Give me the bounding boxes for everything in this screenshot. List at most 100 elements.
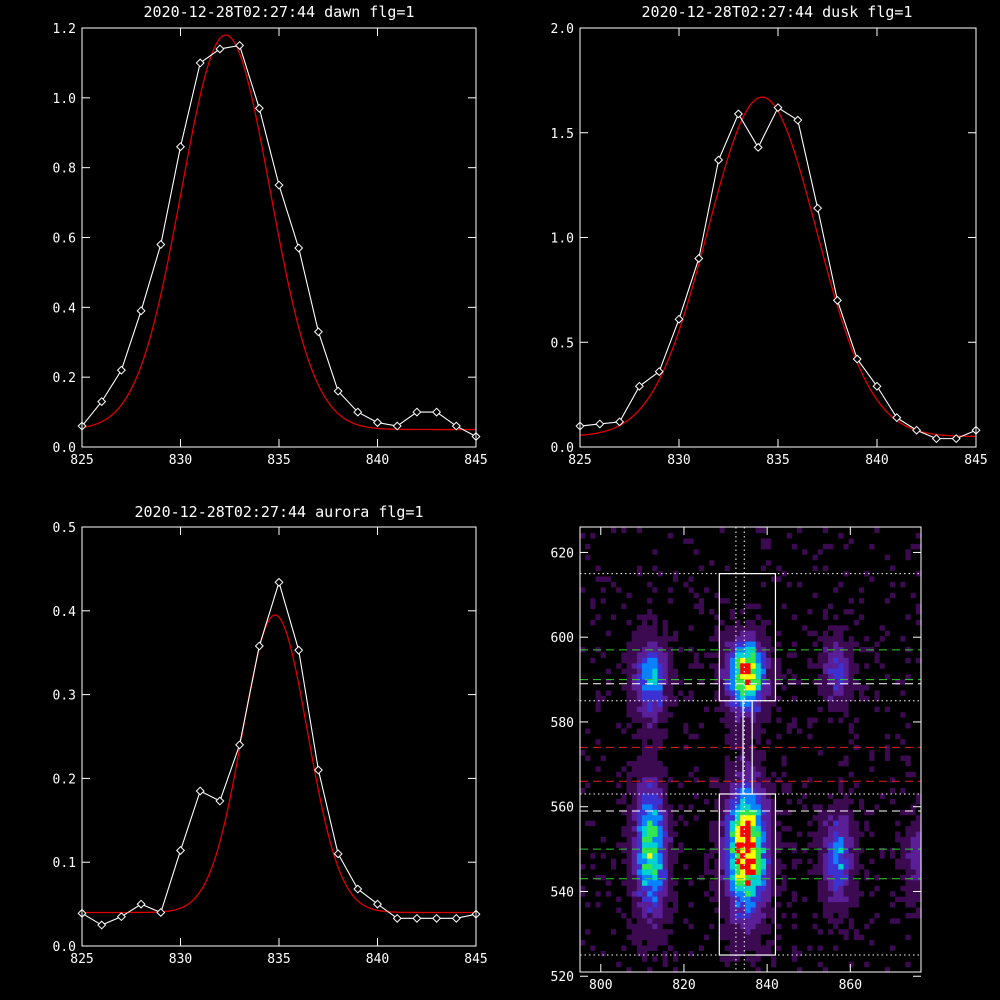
data-point-marker <box>156 907 166 917</box>
y-tick-label: 0.4 <box>53 605 77 620</box>
y-tick-label: 0.2 <box>53 371 76 386</box>
data-point-marker <box>372 899 383 909</box>
y-tick-label: 0.3 <box>53 689 76 704</box>
data-point-marker <box>615 417 625 427</box>
data-point-marker <box>333 386 343 396</box>
y-tick-label: 580 <box>551 716 574 731</box>
y-tick-label: 0.6 <box>53 232 76 247</box>
y-tick-label: 0.0 <box>551 441 574 456</box>
dusk-profile-plot: 2020-12-28T02:27:44 dusk flg=1 825 830 835… <box>551 3 988 468</box>
data-point-marker <box>451 913 461 923</box>
data-point-marker <box>892 413 902 423</box>
plot-frame <box>81 27 477 448</box>
y-tick-label: 0.1 <box>53 856 76 871</box>
x-tick-label: 840 <box>865 453 888 468</box>
data-point-marker <box>634 381 644 391</box>
data-point-marker <box>773 103 783 113</box>
data-point-marker <box>116 912 126 922</box>
data-point-marker <box>912 425 922 435</box>
y-tick-label: 1.0 <box>53 92 76 107</box>
chart-title: 2020-12-28T02:27:44 aurora flg=1 <box>135 503 424 521</box>
data-point-marker <box>195 786 205 796</box>
x-tick-label: 825 <box>568 453 591 468</box>
data-point-marker <box>235 740 245 750</box>
aurora-profile-plot: 2020-12-28T02:27:44 aurora flg=1 825 830 8… <box>53 503 488 967</box>
heatmap-image <box>580 527 922 973</box>
y-tick-label: 0.5 <box>551 336 574 351</box>
plot-frame <box>579 526 922 973</box>
chart-title: 2020-12-28T02:27:44 dusk flg=1 <box>642 3 913 21</box>
chart-title: 2020-12-28T02:27:44 dawn flg=1 <box>144 3 415 21</box>
data-point-marker <box>432 407 442 417</box>
data-point-marker <box>333 849 343 859</box>
x-tick-label: 830 <box>169 952 192 967</box>
x-tick-label: 830 <box>169 453 192 468</box>
data-point-marker <box>392 421 402 431</box>
y-tick-label: 560 <box>551 801 574 816</box>
data-point-marker <box>793 115 803 125</box>
data-point-marker <box>753 142 763 152</box>
x-tick-label: 835 <box>267 453 290 468</box>
data-point-marker <box>595 419 605 429</box>
data-point-marker <box>313 765 323 775</box>
x-tick-label: 845 <box>464 952 487 967</box>
data-point-marker <box>694 253 704 263</box>
x-tick-label: 825 <box>70 453 93 468</box>
plot-frame <box>579 27 977 448</box>
x-tick-label: 840 <box>755 978 778 993</box>
data-point-marker <box>412 407 422 417</box>
data-point-marker <box>175 142 186 152</box>
y-tick-label: 1.5 <box>551 127 574 142</box>
data-point-marker <box>136 899 146 909</box>
data-point-marker <box>372 418 383 428</box>
data-point-marker <box>654 367 664 377</box>
data-point-marker <box>674 314 684 324</box>
x-tick-label: 840 <box>366 952 389 967</box>
data-point-marker <box>313 327 323 337</box>
x-tick-label: 860 <box>839 978 862 993</box>
x-tick-label: 800 <box>589 978 612 993</box>
x-tick-label: 845 <box>464 453 487 468</box>
data-point-marker <box>714 155 724 165</box>
y-tick-label: 1.0 <box>551 232 574 247</box>
y-tick-label: 2.0 <box>551 22 574 37</box>
y-tick-label: 620 <box>551 546 574 561</box>
data-point-marker <box>215 796 225 806</box>
data-point-marker <box>852 354 862 364</box>
x-tick-label: 835 <box>267 952 290 967</box>
y-tick-label: 0.0 <box>53 441 76 456</box>
y-tick-label: 0.5 <box>53 521 76 536</box>
data-point-marker <box>951 434 961 444</box>
selection-box <box>742 700 753 795</box>
data-point-marker <box>195 58 205 68</box>
data-point-marker <box>136 306 146 316</box>
x-tick-label: 835 <box>766 453 789 468</box>
y-tick-label: 520 <box>551 970 574 985</box>
data-point-marker <box>832 295 842 305</box>
data-point-marker <box>274 180 284 190</box>
y-tick-label: 0.0 <box>53 940 76 955</box>
dawn-profile-plot: 2020-12-28T02:27:44 dawn flg=1 825 830 835… <box>53 3 488 468</box>
y-tick-label: 0.2 <box>53 772 76 787</box>
data-point-marker <box>353 884 363 894</box>
x-tick-label: 830 <box>667 453 690 468</box>
data-point-marker <box>274 577 284 587</box>
y-tick-label: 1.2 <box>53 22 76 37</box>
y-tick-label: 0.8 <box>53 162 76 177</box>
plot-frame <box>81 526 477 947</box>
data-point-marker <box>116 365 126 375</box>
data-point-marker <box>294 645 304 655</box>
data-point-marker <box>432 913 442 923</box>
data-point-marker <box>412 913 422 923</box>
data-point-marker <box>392 913 402 923</box>
data-point-marker <box>254 641 264 651</box>
data-point-marker <box>235 40 245 50</box>
data-point-marker <box>294 243 304 253</box>
x-tick-label: 820 <box>672 978 695 993</box>
x-tick-label: 845 <box>964 453 987 468</box>
data-point-marker <box>97 920 107 930</box>
data-point-marker <box>451 421 461 431</box>
spectral-image-plot: 800 820 840 860 520 540 560 580 600 620 <box>551 526 922 993</box>
data-point-marker <box>254 103 264 113</box>
